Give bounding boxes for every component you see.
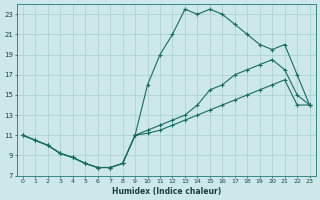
X-axis label: Humidex (Indice chaleur): Humidex (Indice chaleur): [112, 187, 221, 196]
